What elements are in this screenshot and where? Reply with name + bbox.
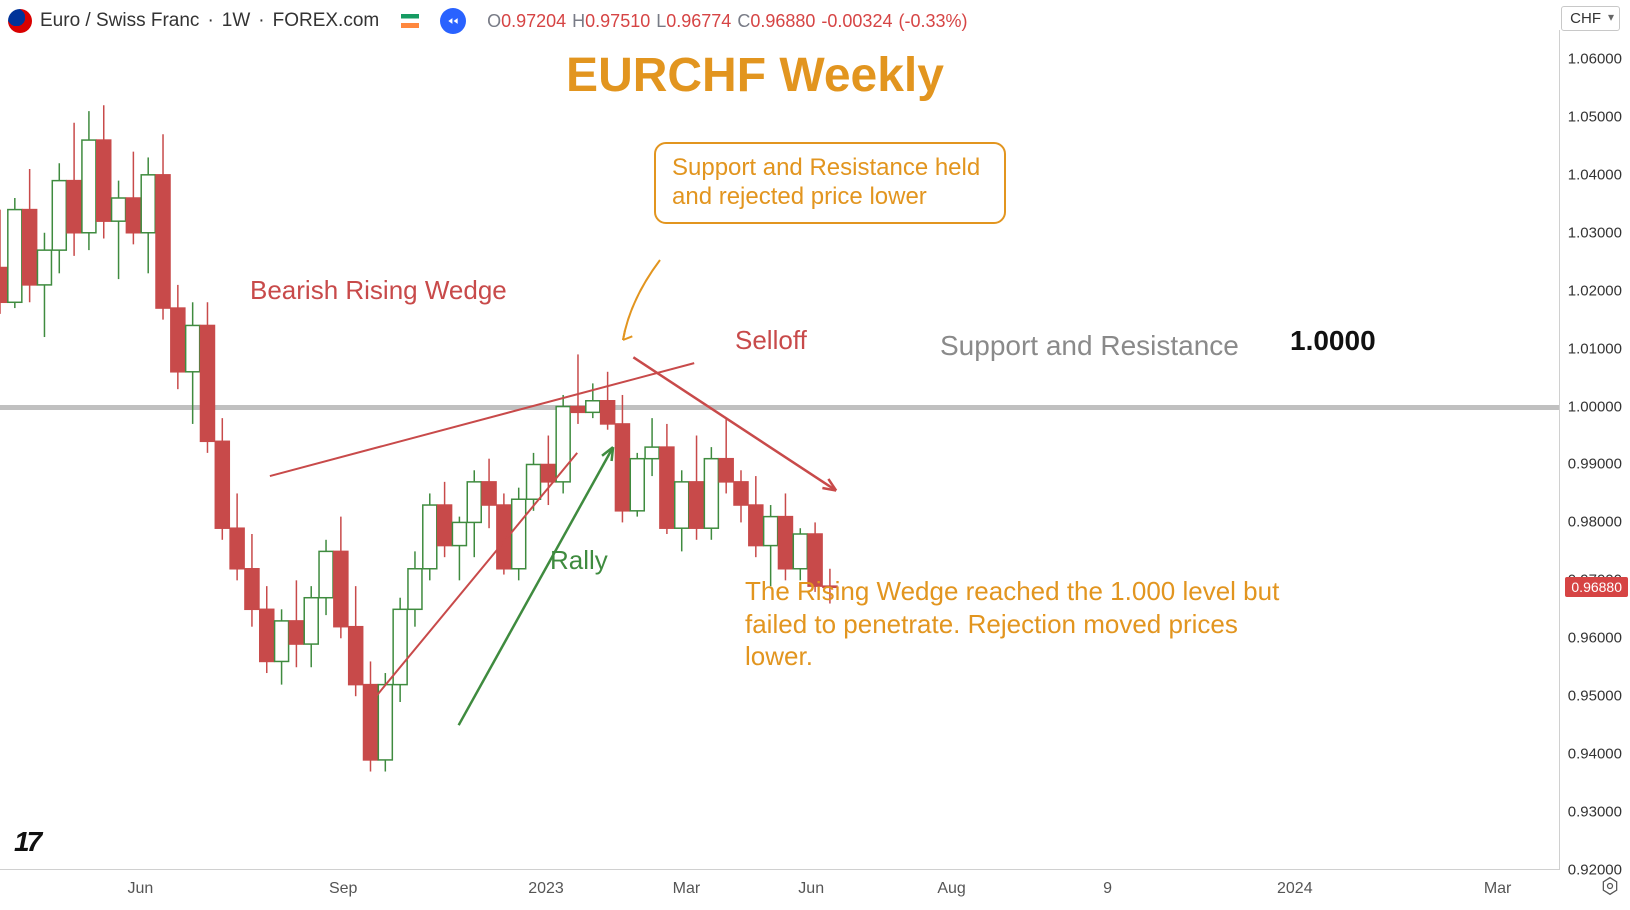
time-axis[interactable]: Jun Sep 2023 Mar Jun Aug 9 2024 Mar — [0, 869, 1560, 910]
x-tick: Aug — [937, 880, 965, 898]
ohlc-change: -0.00324 — [821, 11, 892, 32]
y-tick: 0.94000 — [1568, 746, 1622, 763]
label-bearish-wedge: Bearish Rising Wedge — [250, 275, 507, 306]
y-tick: 0.99000 — [1568, 456, 1622, 473]
callout-rejection: Support and Resistance held and rejected… — [654, 142, 1006, 224]
currency-select[interactable]: CHF — [1561, 6, 1620, 31]
ohlc-change-pct: (-0.33%) — [898, 11, 967, 32]
label-support-resistance: Support and Resistance — [940, 330, 1239, 362]
label-explanation: The Rising Wedge reached the 1.000 level… — [745, 575, 1295, 673]
symbol-name[interactable]: Euro / Swiss Franc — [40, 10, 199, 32]
ohlc-display: O0.97204 H0.97510 L0.96774 C0.96880 -0.0… — [487, 11, 967, 32]
settings-icon[interactable] — [1600, 876, 1620, 896]
pair-icon — [8, 9, 32, 33]
separator — [474, 10, 479, 32]
ohlc-high: 0.97510 — [585, 11, 650, 31]
x-tick: Mar — [1484, 880, 1512, 898]
y-tick: 1.04000 — [1568, 166, 1622, 183]
y-tick: 0.93000 — [1568, 804, 1622, 821]
last-price-tag: 0.96880 — [1565, 577, 1628, 597]
separator — [387, 10, 392, 32]
rewind-button[interactable] — [440, 8, 466, 34]
label-sr-price: 1.0000 — [1290, 325, 1376, 357]
price-axis[interactable]: 1.06000 1.05000 1.04000 1.03000 1.02000 1.010… — [1559, 30, 1630, 870]
x-tick: Mar — [673, 880, 701, 898]
chart-title: EURCHF Weekly — [0, 48, 1510, 103]
y-tick: 1.03000 — [1568, 224, 1622, 241]
y-tick: 1.02000 — [1568, 282, 1622, 299]
x-tick: Jun — [127, 880, 153, 898]
tradingview-logo: 17 — [14, 826, 39, 858]
separator: · — [207, 10, 213, 32]
label-rally: Rally — [550, 545, 608, 576]
x-tick: Jun — [798, 880, 824, 898]
x-tick: 2024 — [1277, 880, 1313, 898]
separator — [427, 10, 432, 32]
x-tick: Sep — [329, 880, 357, 898]
ohlc-close: 0.96880 — [750, 11, 815, 31]
y-tick: 1.00000 — [1568, 398, 1622, 415]
separator: · — [258, 10, 264, 32]
callout-text: Support and Resistance held and rejected… — [672, 154, 980, 210]
flag-icon — [401, 14, 419, 28]
candlestick-chart — [0, 0, 1630, 910]
timeframe[interactable]: 1W — [222, 10, 251, 32]
annotation-overlay — [0, 0, 1630, 910]
currency-value: CHF — [1570, 10, 1601, 27]
y-tick: 0.96000 — [1568, 630, 1622, 647]
y-tick: 1.01000 — [1568, 340, 1622, 357]
ohlc-open: 0.97204 — [501, 11, 566, 31]
y-tick: 1.06000 — [1568, 50, 1622, 67]
y-tick: 1.05000 — [1568, 108, 1622, 125]
chart-area[interactable]: EURCHF Weekly Support and Resistance hel… — [0, 0, 1630, 910]
ohlc-low: 0.96774 — [666, 11, 731, 31]
chart-header: Euro / Swiss Franc · 1W · FOREX.com O0.9… — [8, 8, 968, 34]
support-resistance-line — [0, 405, 1560, 410]
broker-name: FOREX.com — [273, 10, 380, 32]
x-tick: 2023 — [528, 880, 564, 898]
x-tick: 9 — [1103, 880, 1112, 898]
label-selloff: Selloff — [735, 325, 807, 356]
y-tick: 0.95000 — [1568, 688, 1622, 705]
y-tick: 0.98000 — [1568, 514, 1622, 531]
